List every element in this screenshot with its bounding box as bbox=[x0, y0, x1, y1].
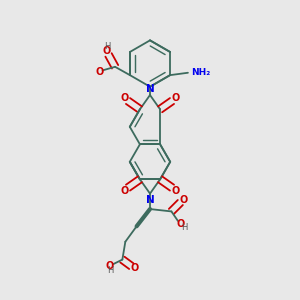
Text: O: O bbox=[103, 46, 111, 56]
Text: O: O bbox=[179, 194, 188, 205]
Text: NH₂: NH₂ bbox=[191, 68, 211, 77]
Text: H: H bbox=[107, 266, 113, 275]
Text: O: O bbox=[171, 93, 180, 103]
Text: O: O bbox=[106, 261, 114, 271]
Text: H: H bbox=[181, 223, 188, 232]
Text: O: O bbox=[177, 219, 185, 229]
Text: O: O bbox=[95, 68, 104, 77]
Text: O: O bbox=[171, 186, 180, 196]
Text: O: O bbox=[120, 186, 129, 196]
Text: O: O bbox=[120, 93, 129, 103]
Text: O: O bbox=[131, 263, 139, 274]
Text: N: N bbox=[146, 84, 154, 94]
Text: H: H bbox=[104, 41, 110, 50]
Text: N: N bbox=[146, 195, 154, 205]
